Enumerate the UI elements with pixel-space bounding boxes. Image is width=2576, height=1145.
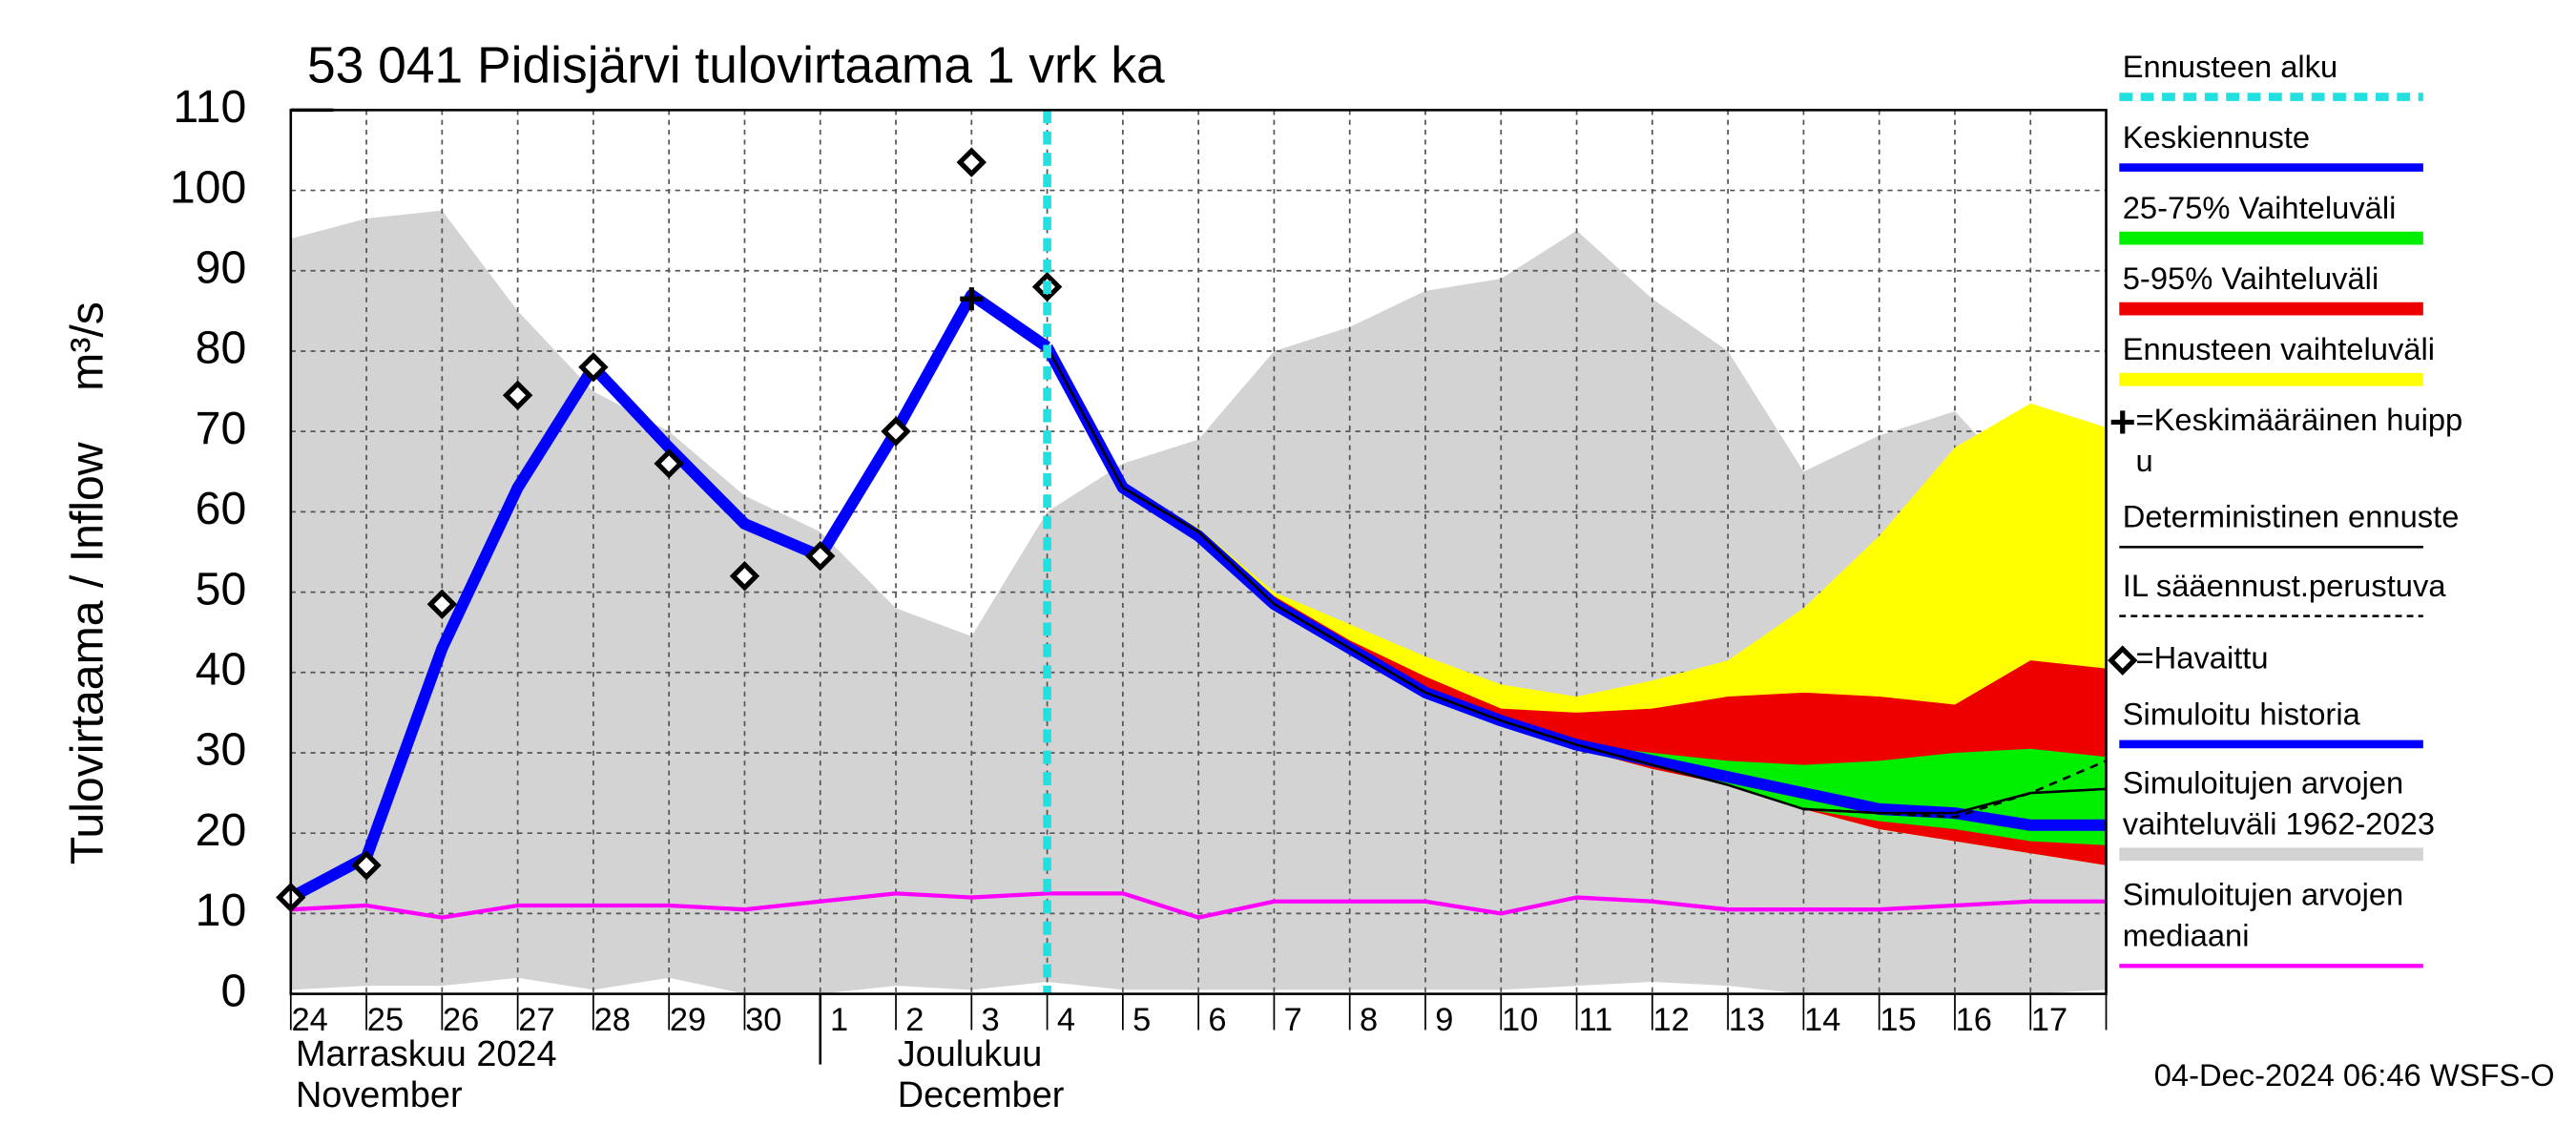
x-tick-label: 5 xyxy=(1132,1002,1151,1038)
x-tick-label: 12 xyxy=(1653,1002,1690,1038)
legend-label: Ennusteen alku xyxy=(2123,49,2337,84)
y-tick-label: 10 xyxy=(196,885,247,936)
observed-marker xyxy=(729,561,760,592)
x-tick-label: 3 xyxy=(982,1002,1000,1038)
legend-swatch xyxy=(2108,645,2138,676)
month-label: Joulukuu xyxy=(898,1034,1043,1074)
line xyxy=(1046,346,2107,815)
legend-label: 25-75% Vaihteluväli xyxy=(2123,190,2397,225)
y-tick-label: 40 xyxy=(196,644,247,696)
y-tick-label: 60 xyxy=(196,483,247,534)
legend-label: IL sääennust.perustuva xyxy=(2123,568,2447,603)
legend-label: Simuloitu historia xyxy=(2123,696,2361,731)
observed-marker xyxy=(502,380,533,410)
x-tick-label: 15 xyxy=(1880,1002,1916,1038)
y-axis-title: Tulovirtaama / Inflow m³/s xyxy=(61,302,113,864)
peak-marker xyxy=(960,287,984,311)
observed-marker xyxy=(654,448,684,479)
x-tick-label: 29 xyxy=(670,1002,706,1038)
x-tick-label: 28 xyxy=(594,1002,631,1038)
y-tick-label: 50 xyxy=(196,563,247,614)
observed-marker xyxy=(956,147,987,177)
x-tick-label: 14 xyxy=(1804,1002,1840,1038)
x-tick-label: 9 xyxy=(1435,1002,1453,1038)
x-tick-label: 27 xyxy=(518,1002,554,1038)
line xyxy=(287,288,1051,903)
legend-label: Deterministinen ennuste xyxy=(2123,499,2460,534)
observed-marker xyxy=(805,540,836,572)
observed-marker xyxy=(881,416,911,447)
observed-marker xyxy=(426,589,458,619)
line xyxy=(290,891,2107,920)
y-tick-label: 70 xyxy=(196,403,247,454)
chart-title: 53 041 Pidisjärvi tulovirtaama 1 vrk ka xyxy=(307,37,1165,94)
y-tick-label: 110 xyxy=(173,81,246,133)
month-label: December xyxy=(898,1075,1065,1115)
legend-label: Keskiennuste xyxy=(2123,119,2310,155)
x-tick-label: 2 xyxy=(905,1002,924,1038)
legend-label: =Keskimääräinen huipp xyxy=(2136,402,2463,437)
timestamp: 04-Dec-2024 06:46 WSFS-O xyxy=(2154,1057,2555,1093)
x-tick-label: 7 xyxy=(1284,1002,1302,1038)
legend-label: Simuloitujen arvojen xyxy=(2123,877,2404,912)
x-tick-label: 4 xyxy=(1057,1002,1075,1038)
legend-label: =Havaittu xyxy=(2136,640,2269,676)
x-tick-label: 16 xyxy=(1956,1002,1992,1038)
month-label: November xyxy=(296,1075,463,1115)
band xyxy=(1047,346,2107,865)
x-tick-label: 26 xyxy=(443,1002,479,1038)
legend-label: Ennusteen vaihteluväli xyxy=(2123,331,2435,366)
x-tick-label: 25 xyxy=(367,1002,404,1038)
x-tick-label: 6 xyxy=(1208,1002,1226,1038)
y-tick-label: 20 xyxy=(196,804,247,856)
y-tick-label: 30 xyxy=(196,724,247,776)
legend-label: Simuloitujen arvojen xyxy=(2123,765,2404,801)
legend-label: u xyxy=(2136,443,2153,478)
observed-marker xyxy=(578,352,609,383)
x-tick-label: 10 xyxy=(1502,1002,1538,1038)
legend-label: mediaani xyxy=(2123,918,2250,953)
legend-label: 5-95% Vaihteluväli xyxy=(2123,260,2379,296)
x-tick-label: 30 xyxy=(745,1002,781,1038)
x-tick-label: 11 xyxy=(1579,1002,1613,1038)
observed-marker xyxy=(351,850,382,881)
x-tick-label: 1 xyxy=(830,1002,848,1038)
x-tick-label: 13 xyxy=(1729,1002,1765,1038)
y-tick-label: 80 xyxy=(196,323,247,374)
x-tick-label: 24 xyxy=(291,1002,327,1038)
legend-swatch xyxy=(2110,410,2134,434)
legend-label: vaihteluväli 1962-2023 xyxy=(2123,806,2435,842)
x-tick-label: 8 xyxy=(1360,1002,1378,1038)
y-tick-label: 100 xyxy=(170,161,246,213)
month-label: Marraskuu 2024 xyxy=(296,1034,557,1074)
x-tick-label: 17 xyxy=(2031,1002,2067,1038)
y-tick-label: 90 xyxy=(196,241,247,293)
line xyxy=(1803,760,2108,819)
y-tick-label: 0 xyxy=(220,965,246,1016)
